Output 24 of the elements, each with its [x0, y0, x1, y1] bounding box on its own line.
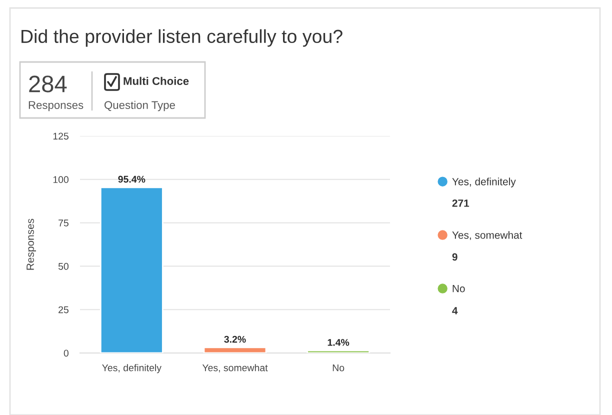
y-tick-label: 25	[58, 306, 68, 314]
text: Responses	[28, 101, 84, 112]
text: 9	[452, 253, 458, 261]
legend-label: Yes, definitely	[452, 178, 516, 188]
x-tick-label: Yes, definitely	[102, 364, 162, 374]
text: Question Type	[104, 100, 175, 112]
y-tick-label: 125	[53, 132, 68, 140]
x-tick-label: No	[332, 364, 344, 372]
y-tick-label: 75	[58, 220, 68, 226]
y-tick-label: 50	[58, 262, 69, 270]
text: 284	[29, 76, 67, 92]
legend-label: No	[452, 284, 465, 292]
x-tick-label: Yes, somewhat	[202, 364, 268, 372]
y-axis-title: Responses	[26, 218, 36, 270]
text: 4	[452, 307, 458, 314]
data-label: 95.4%	[118, 176, 146, 183]
text: Multi Choice	[124, 76, 189, 85]
chart-title: Did the provider listen carefully to you?	[22, 29, 342, 47]
legend-label: Yes, somewhat	[452, 231, 522, 240]
data-label: 3.2%	[224, 336, 246, 343]
text: 271	[452, 200, 470, 207]
data-label: 1.4%	[328, 339, 350, 346]
y-tick-label: 0	[64, 350, 69, 357]
y-tick-label: 100	[53, 176, 69, 184]
